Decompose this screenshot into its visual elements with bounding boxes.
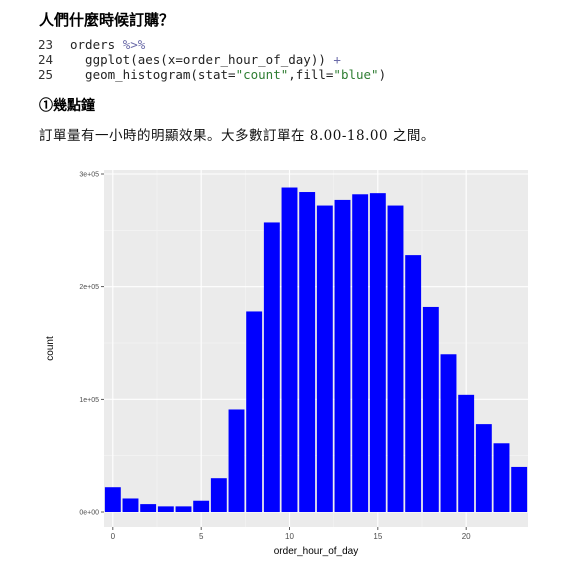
section-heading: 人們什麼時候訂購？: [39, 11, 175, 29]
code-token: ,fill=: [288, 67, 334, 82]
histogram-bar: [440, 354, 457, 512]
code-token: %>%: [122, 37, 146, 52]
histogram-bar: [316, 205, 333, 512]
x-tick-label: 15: [373, 532, 382, 541]
y-axis-title: count: [45, 336, 56, 361]
histogram-bar: [246, 311, 263, 512]
histogram-bar: [422, 306, 439, 512]
histogram-bar: [334, 199, 351, 512]
code-token: orders: [70, 37, 123, 52]
code-token: "blue": [333, 67, 379, 82]
code-line: 23 orders %>%: [38, 37, 558, 52]
y-tick-label: 1e+05: [79, 397, 99, 404]
code-line: 25 geom_histogram(stat= "count" ,fill= "blu…: [38, 67, 558, 82]
code-token: ): [378, 67, 387, 82]
code-token: +: [333, 52, 341, 67]
histogram-bar: [210, 478, 227, 512]
histogram-bar: [511, 466, 528, 512]
x-axis-title: order_hour_of_day: [274, 546, 359, 557]
histogram-bar: [369, 193, 386, 513]
x-tick-label: 5: [199, 532, 204, 541]
line-number: 23: [38, 37, 54, 52]
y-tick-label: 3e+05: [79, 172, 99, 179]
histogram-bar: [493, 443, 510, 512]
y-tick-label: 0e+00: [79, 510, 99, 517]
plot-panel: [104, 170, 528, 527]
histogram-bar: [157, 506, 174, 512]
x-tick-label: 20: [462, 532, 471, 541]
histogram-bar: [281, 187, 298, 512]
x-tick-label: 0: [111, 532, 116, 541]
code-token: geom_histogram(stat=: [70, 67, 236, 82]
code-line: 24 ggplot(aes(x=order_hour_of_day)) +: [38, 52, 558, 67]
histogram-bar: [104, 487, 121, 512]
code-token: ggplot(aes(x=order_hour_of_day)): [70, 52, 334, 67]
x-tick-label: 10: [285, 532, 294, 541]
histogram-bar: [228, 409, 245, 512]
histogram-bar: [299, 192, 316, 512]
histogram-bar: [405, 255, 422, 512]
histogram-bar: [352, 194, 369, 512]
histogram-bar: [122, 498, 139, 512]
histogram-bar: [263, 222, 280, 513]
code-token: "count": [235, 67, 289, 82]
description-paragraph: 訂單量有一小時的明顯效果。大多數訂單在 8.00-18.00 之間。: [39, 128, 435, 144]
histogram-bar: [193, 500, 210, 512]
subsection-heading: ①幾點鐘: [39, 98, 95, 114]
y-tick-label: 2e+05: [79, 284, 99, 291]
histogram-bar: [475, 424, 492, 512]
code-block: 23 orders %>% 24 ggplot(aes(x=order_hour_o…: [38, 37, 558, 82]
line-number: 24: [38, 52, 54, 67]
line-number: 25: [38, 67, 54, 82]
histogram-bar: [387, 205, 404, 512]
histogram-bar: [175, 506, 192, 512]
histogram-bar: [458, 394, 475, 512]
histogram-bar: [140, 504, 157, 512]
